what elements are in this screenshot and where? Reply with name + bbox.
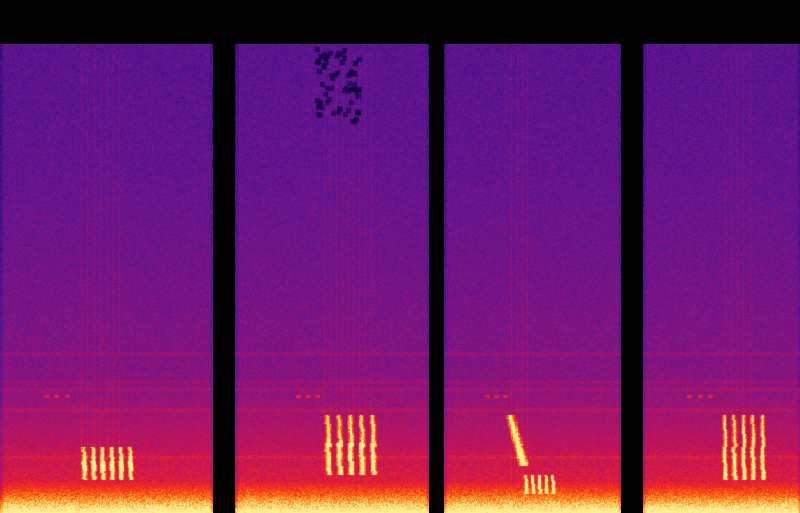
- panel-divider: [213, 0, 235, 513]
- spectrogram-panel-4: [643, 44, 800, 513]
- spectrogram-canvas-2: [235, 44, 429, 513]
- spectrogram-canvas-3: [444, 44, 621, 513]
- spectrogram-canvas-4: [643, 44, 800, 513]
- spectrogram-canvas-1: [0, 44, 213, 513]
- spectrogram-panel-2: [235, 44, 429, 513]
- spectrogram-panel-1: [0, 44, 213, 513]
- panel-divider: [429, 0, 444, 513]
- panel-divider: [621, 0, 643, 513]
- spectrogram-panel-3: [444, 44, 621, 513]
